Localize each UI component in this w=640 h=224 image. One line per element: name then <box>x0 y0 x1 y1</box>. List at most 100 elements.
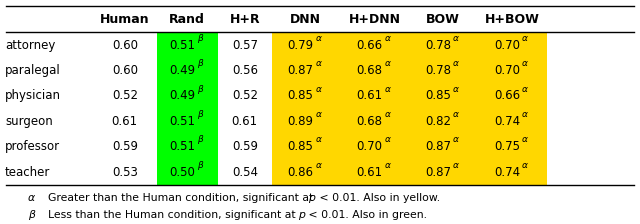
Bar <box>272 32 339 58</box>
Text: α: α <box>316 59 321 68</box>
Text: 0.59: 0.59 <box>232 140 258 153</box>
Text: 0.68: 0.68 <box>356 115 382 128</box>
Text: 0.61: 0.61 <box>356 166 382 179</box>
Bar <box>272 134 339 159</box>
Text: α: α <box>384 85 390 94</box>
Text: p: p <box>308 193 316 203</box>
Text: 0.85: 0.85 <box>287 140 314 153</box>
Text: 0.70: 0.70 <box>356 140 382 153</box>
Text: 0.49: 0.49 <box>169 89 195 102</box>
Bar <box>157 134 218 159</box>
Bar <box>477 83 547 109</box>
Text: β: β <box>197 136 203 144</box>
Text: physician: physician <box>5 89 61 102</box>
Bar <box>339 58 410 83</box>
Text: α: α <box>384 34 390 43</box>
Text: 0.60: 0.60 <box>112 64 138 77</box>
Bar <box>157 58 218 83</box>
Text: α: α <box>316 161 321 170</box>
Text: 0.54: 0.54 <box>232 166 258 179</box>
Text: attorney: attorney <box>5 39 56 52</box>
Text: teacher: teacher <box>5 166 51 179</box>
Text: α: α <box>384 110 390 119</box>
Text: 0.66: 0.66 <box>356 39 382 52</box>
Text: 0.51: 0.51 <box>169 115 195 128</box>
Text: α: α <box>453 110 459 119</box>
Text: < 0.01. Also in green.: < 0.01. Also in green. <box>305 211 427 220</box>
Bar <box>272 159 339 185</box>
Text: 0.60: 0.60 <box>112 39 138 52</box>
Text: H+R: H+R <box>230 13 260 26</box>
Text: 0.68: 0.68 <box>356 64 382 77</box>
Bar <box>157 32 218 58</box>
Text: 0.61: 0.61 <box>232 115 258 128</box>
Bar <box>477 109 547 134</box>
Text: 0.51: 0.51 <box>169 140 195 153</box>
Text: 0.52: 0.52 <box>112 89 138 102</box>
Text: p: p <box>298 211 305 220</box>
Bar <box>477 32 547 58</box>
Bar <box>272 58 339 83</box>
Text: surgeon: surgeon <box>5 115 53 128</box>
Text: 0.57: 0.57 <box>232 39 258 52</box>
Text: α: α <box>316 85 321 94</box>
Text: 0.51: 0.51 <box>169 39 195 52</box>
Text: α: α <box>453 85 459 94</box>
Text: α: α <box>453 34 459 43</box>
Bar <box>339 32 410 58</box>
Text: α: α <box>28 193 35 203</box>
Text: α: α <box>522 161 528 170</box>
Text: 0.86: 0.86 <box>287 166 314 179</box>
Bar <box>157 109 218 134</box>
Text: 0.61: 0.61 <box>356 89 382 102</box>
Text: 0.50: 0.50 <box>169 166 195 179</box>
Text: 0.74: 0.74 <box>494 115 520 128</box>
Text: α: α <box>316 34 321 43</box>
Text: 0.61: 0.61 <box>112 115 138 128</box>
Text: α: α <box>522 34 528 43</box>
Bar <box>339 109 410 134</box>
Text: 0.89: 0.89 <box>287 115 314 128</box>
Text: α: α <box>384 136 390 144</box>
Bar <box>339 159 410 185</box>
Text: Less than the Human condition, significant at: Less than the Human condition, significa… <box>48 211 299 220</box>
Text: β: β <box>28 211 35 220</box>
Bar <box>477 134 547 159</box>
Text: 0.82: 0.82 <box>425 115 451 128</box>
Text: 0.85: 0.85 <box>287 89 314 102</box>
Text: β: β <box>197 110 203 119</box>
Text: 0.87: 0.87 <box>425 166 451 179</box>
Text: α: α <box>316 110 321 119</box>
Text: 0.49: 0.49 <box>169 64 195 77</box>
Text: β: β <box>197 161 203 170</box>
Text: 0.59: 0.59 <box>112 140 138 153</box>
Bar <box>477 159 547 185</box>
Text: H+DNN: H+DNN <box>348 13 401 26</box>
Bar <box>157 83 218 109</box>
Text: 0.87: 0.87 <box>287 64 314 77</box>
Text: 0.56: 0.56 <box>232 64 258 77</box>
Text: H+BOW: H+BOW <box>484 13 540 26</box>
Text: α: α <box>522 136 528 144</box>
Text: paralegal: paralegal <box>5 64 61 77</box>
Text: 0.75: 0.75 <box>494 140 520 153</box>
Text: BOW: BOW <box>426 13 460 26</box>
Text: β: β <box>197 59 203 68</box>
Text: 0.70: 0.70 <box>494 39 520 52</box>
Text: β: β <box>197 34 203 43</box>
Text: α: α <box>316 136 321 144</box>
Text: α: α <box>453 59 459 68</box>
Bar <box>410 109 477 134</box>
Text: α: α <box>522 110 528 119</box>
Text: Rand: Rand <box>169 13 205 26</box>
Text: 0.87: 0.87 <box>425 140 451 153</box>
Bar <box>339 83 410 109</box>
Bar <box>272 109 339 134</box>
Text: 0.78: 0.78 <box>425 64 451 77</box>
Text: α: α <box>384 59 390 68</box>
Text: 0.78: 0.78 <box>425 39 451 52</box>
Text: α: α <box>453 136 459 144</box>
Text: α: α <box>522 85 528 94</box>
Bar <box>410 32 477 58</box>
Text: Greater than the Human condition, significant at: Greater than the Human condition, signif… <box>48 193 317 203</box>
